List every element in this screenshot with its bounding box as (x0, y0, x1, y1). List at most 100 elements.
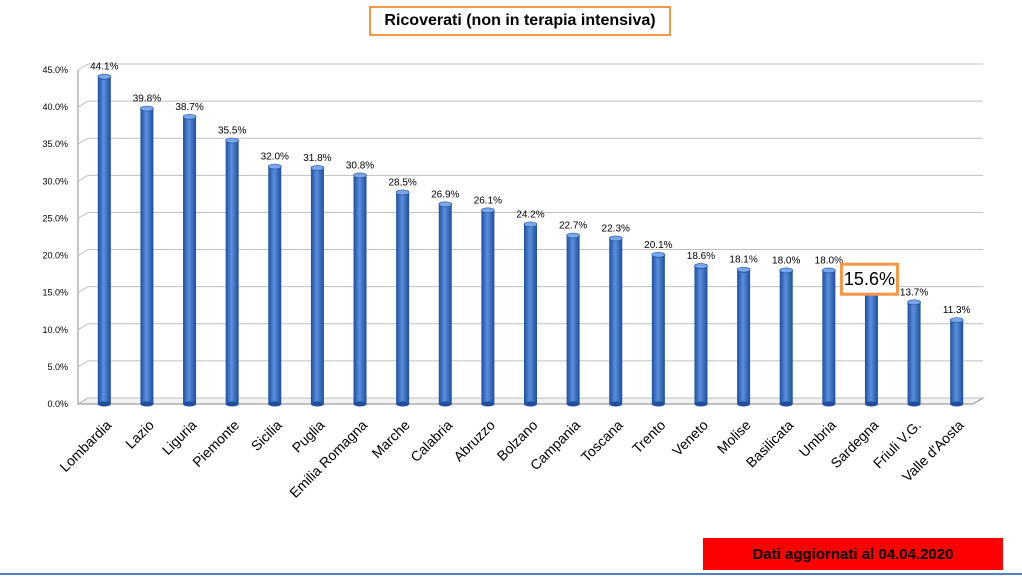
bar (353, 175, 367, 404)
bar-top (694, 263, 708, 269)
bar-valle-d-aosta (949, 317, 964, 407)
bar-base (353, 401, 367, 407)
x-tick-label: Molise (714, 417, 754, 457)
bar-molise (736, 266, 751, 407)
bar-toscana (608, 235, 623, 407)
x-tick-label: Toscana (578, 417, 626, 465)
bar (268, 166, 282, 404)
bar (822, 270, 836, 404)
bar-base (140, 401, 154, 407)
bar (651, 254, 665, 404)
data-label: 20.1% (644, 240, 672, 251)
bars (97, 73, 964, 407)
data-label-highlight: 15.6% (844, 269, 895, 289)
data-label: 13.7% (900, 287, 928, 298)
bar (524, 224, 537, 404)
data-label: 44.1% (90, 62, 118, 73)
x-tick-label: Sicilia (248, 417, 285, 454)
bar-base (481, 401, 495, 407)
y-tick-label: 25.0% (42, 213, 68, 223)
update-date-banner: Dati aggiornati al 04.04.2020 (703, 538, 1003, 570)
bar-top (822, 267, 836, 274)
bar-trento (651, 252, 666, 407)
gridline-wall (77, 249, 89, 256)
bar (566, 235, 580, 404)
y-axis: 0.0% 5.0% 10.0% 15.0% 20.0% 25.0% 30.0% 35.0% 40… (42, 65, 68, 409)
bar-campania (566, 232, 580, 407)
bar-top (438, 201, 453, 208)
bar-top (182, 113, 197, 120)
bar (396, 192, 410, 404)
bar-veneto (694, 263, 708, 407)
bar (737, 269, 751, 404)
bar (97, 76, 111, 405)
bar-base (268, 401, 282, 407)
bar-liguria (182, 113, 197, 407)
bar-top (310, 165, 325, 171)
data-label: 18.0% (772, 255, 800, 266)
data-label: 35.5% (218, 126, 246, 137)
bar-base (694, 401, 708, 407)
bar (310, 167, 324, 404)
data-label: 30.8% (346, 160, 374, 171)
bar (950, 320, 964, 404)
bar-top (608, 235, 623, 242)
bar-marche (395, 189, 410, 407)
data-label: 32.0% (261, 151, 289, 162)
x-tick-label: Puglia (289, 417, 328, 456)
x-tick-label: Liguria (159, 417, 200, 458)
y-tick-label: 30.0% (42, 176, 68, 186)
x-tick-label: Lazio (122, 417, 157, 452)
y-tick-label: 20.0% (42, 251, 68, 261)
bar-base (438, 401, 452, 407)
data-label: 11.3% (943, 305, 971, 316)
bar-base (524, 401, 537, 407)
bar-base (609, 401, 623, 407)
y-tick-label: 0.0% (47, 399, 68, 409)
bar (225, 140, 239, 404)
bar-bolzano (523, 221, 538, 407)
x-tick-label: Piemonte (189, 417, 242, 470)
gridline-wall (77, 360, 89, 368)
bar (183, 116, 197, 404)
bar (694, 265, 708, 404)
data-label: 28.5% (388, 177, 416, 188)
bar-base (779, 401, 793, 407)
bar-base (183, 401, 197, 407)
bar-base (822, 401, 836, 407)
gridline-wall (77, 137, 89, 145)
data-label: 38.7% (175, 102, 203, 113)
bar-base (950, 401, 964, 407)
x-tick-label: Abruzzo (450, 417, 498, 465)
bar-friuli-v-g- (907, 299, 921, 407)
bar-top (395, 189, 410, 196)
y-tick-label: 5.0% (47, 362, 68, 372)
data-label: 22.7% (559, 221, 587, 232)
data-labels: 44.1% 39.8% 38.7% 35.5% 32.0% 31.8% 30.8% 28.5%… (90, 62, 970, 316)
data-label: 22.3% (602, 223, 630, 234)
bar (864, 288, 878, 404)
data-label: 26.1% (474, 195, 502, 206)
bar-basilicata (779, 267, 794, 407)
gridline-wall (77, 174, 89, 182)
bar-top (140, 105, 154, 112)
highlight-box (839, 262, 899, 296)
bar (609, 238, 623, 404)
bar-base (97, 401, 111, 407)
data-label: 18.1% (729, 255, 757, 266)
x-tick-label: Trento (629, 417, 669, 457)
bar-base (566, 401, 580, 407)
footer-divider (0, 573, 1022, 575)
gridline-wall (77, 212, 89, 219)
y-tick-label: 40.0% (42, 102, 68, 112)
x-tick-label: Veneto (669, 417, 711, 459)
bar-top (225, 137, 239, 144)
bar-base (310, 401, 324, 407)
bar-base (907, 401, 921, 407)
data-label: 31.8% (303, 153, 331, 164)
bar-top (736, 266, 751, 273)
bar (140, 108, 154, 405)
bar-lazio (140, 105, 154, 407)
bar-base (864, 401, 878, 407)
